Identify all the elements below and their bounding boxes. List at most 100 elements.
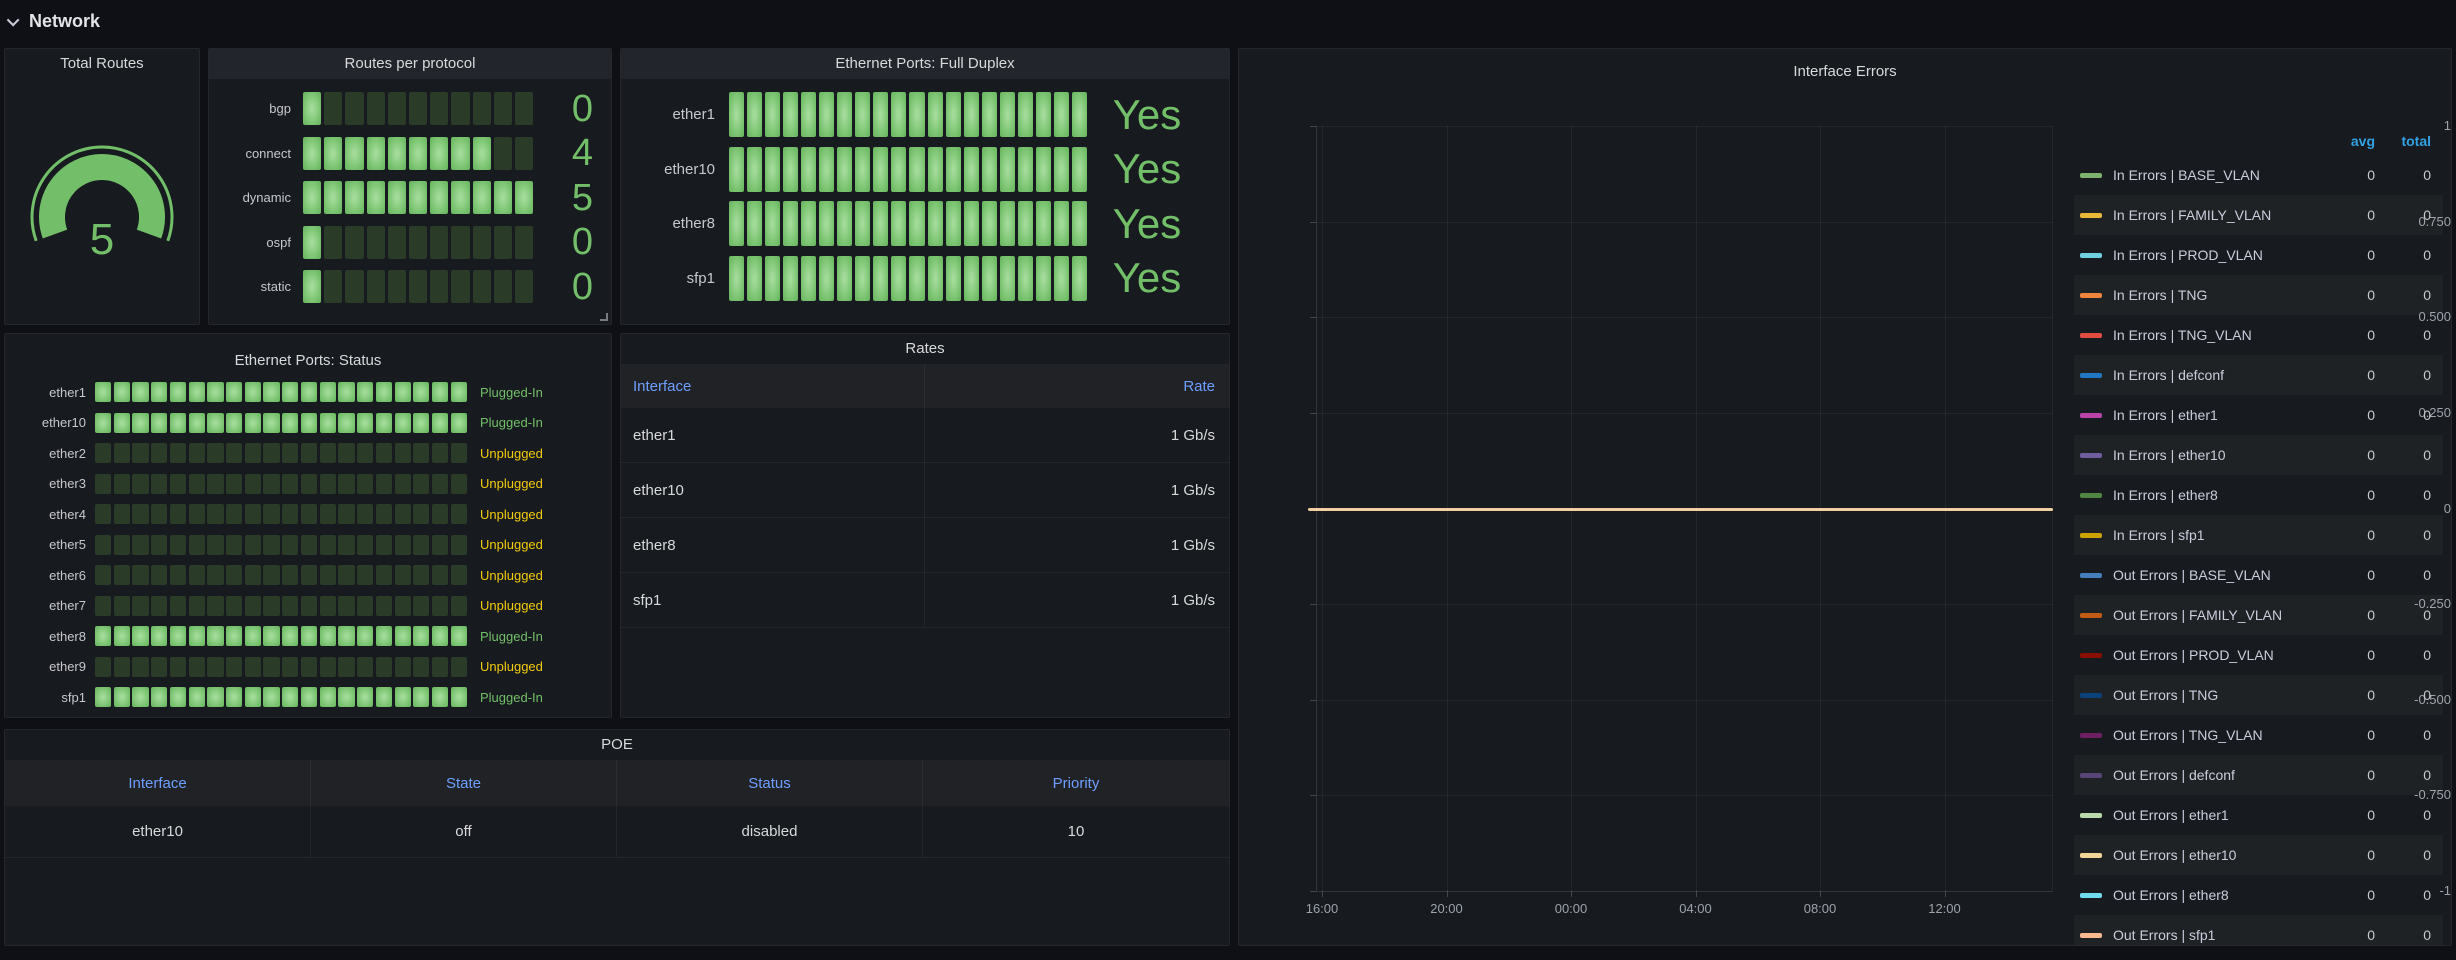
legend-sort-avg[interactable]: avg <box>2350 133 2375 149</box>
lcd-cell <box>394 626 411 646</box>
lcd-bar-gauge <box>729 92 1087 138</box>
cell-rate: 1 Gb/s <box>1170 591 1215 609</box>
row-header-network[interactable]: Network <box>6 6 100 36</box>
lcd-cell <box>413 565 430 585</box>
lcd-cell <box>188 656 205 677</box>
lcd-bar-gauge <box>95 656 467 677</box>
lcd-cell <box>394 534 411 555</box>
lcd-cell <box>300 565 318 585</box>
panel-title-total-routes[interactable]: Total Routes <box>60 55 144 72</box>
legend-avg-value: 0 <box>2367 807 2375 823</box>
legend-series-label[interactable]: In Errors | PROD_VLAN <box>2113 247 2263 263</box>
column-header-interface[interactable]: Interface <box>621 364 925 408</box>
lcd-cell <box>366 136 385 170</box>
panel-title-port-status[interactable]: Ethernet Ports: Status <box>234 352 382 369</box>
lcd-cell <box>132 687 149 707</box>
legend-series-label[interactable]: Out Errors | ether1 <box>2113 807 2229 823</box>
legend-series-label[interactable]: Out Errors | TNG <box>2113 687 2219 703</box>
panel-title-interface-errors[interactable]: Interface Errors <box>1793 63 1897 80</box>
lcd-cell <box>837 201 853 247</box>
lcd-cell <box>169 534 187 555</box>
lcd-cell <box>375 412 392 433</box>
lcd-cell <box>132 412 149 433</box>
legend-series-label[interactable]: In Errors | ether1 <box>2113 407 2218 423</box>
lcd-bar-gauge <box>729 201 1087 247</box>
legend-total-value: 0 <box>2423 647 2431 663</box>
lcd-cell <box>95 656 112 677</box>
lcd-cell <box>387 136 406 170</box>
lcd-cell <box>132 504 149 524</box>
panel-title-routes-per-protocol[interactable]: Routes per protocol <box>209 49 611 79</box>
port-status-text: Plugged-In <box>480 384 543 400</box>
legend-series-label[interactable]: Out Errors | FAMILY_VLAN <box>2113 607 2283 623</box>
lcd-cell <box>151 565 168 585</box>
lcd-cell <box>450 534 467 555</box>
column-header-state[interactable]: State <box>311 760 617 806</box>
lcd-cell <box>113 534 130 555</box>
panel-routes-per-protocol: Routes per protocol bgp 0 connect 4 dynamic 5… <box>208 48 612 325</box>
legend-row: Out Errors | ether1 0 0 <box>2074 795 2443 835</box>
column-header-rate[interactable]: Rate <box>1183 377 1215 395</box>
panel-resize-handle[interactable] <box>600 313 608 321</box>
legend-total-value: 0 <box>2423 527 2431 543</box>
legend-sort-total[interactable]: total <box>2401 133 2431 149</box>
legend-total-value: 0 <box>2423 887 2431 903</box>
legend-series-label[interactable]: Out Errors | PROD_VLAN <box>2113 647 2274 663</box>
chart-zero-value-line <box>1308 507 2053 511</box>
lcd-cell <box>282 473 299 494</box>
x-axis-tick-mark <box>1695 891 1697 897</box>
lcd-row-ether10: ether10 Yes <box>637 146 1207 192</box>
legend-series-label[interactable]: Out Errors | TNG_VLAN <box>2113 727 2263 743</box>
cell-rate: 1 Gb/s <box>1170 426 1215 444</box>
legend-series-label[interactable]: In Errors | ether8 <box>2113 487 2218 503</box>
lcd-cell <box>226 412 243 433</box>
legend-series-label[interactable]: In Errors | TNG <box>2113 287 2208 303</box>
y-axis-tick-label: -1 <box>2439 883 2451 898</box>
lcd-cell <box>169 504 187 524</box>
lcd-cell <box>891 201 907 247</box>
legend-series-label[interactable]: In Errors | BASE_VLAN <box>2113 167 2260 183</box>
legend-series-label[interactable]: Out Errors | BASE_VLAN <box>2113 567 2271 583</box>
lcd-cell <box>357 412 374 433</box>
lcd-cell <box>319 412 336 433</box>
lcd-cell <box>765 255 781 301</box>
lcd-cell <box>819 92 835 138</box>
legend-series-label[interactable]: Out Errors | ether10 <box>2113 847 2237 863</box>
legend-series-label[interactable]: In Errors | FAMILY_VLAN <box>2113 207 2272 223</box>
lcd-row-ether8: ether8 Plugged-In <box>15 626 595 646</box>
column-header-priority[interactable]: Priority <box>1052 774 1100 792</box>
lcd-cell <box>729 92 745 138</box>
legend-series-label[interactable]: In Errors | sfp1 <box>2113 527 2205 543</box>
legend-series-label[interactable]: Out Errors | sfp1 <box>2113 927 2216 943</box>
lcd-value: Yes <box>1112 90 1182 138</box>
legend-avg-value: 0 <box>2367 247 2375 263</box>
legend-series-label[interactable]: Out Errors | defconf <box>2113 767 2235 783</box>
panel-title-full-duplex[interactable]: Ethernet Ports: Full Duplex <box>621 49 1229 79</box>
gauge-value: 5 <box>89 214 115 264</box>
lcd-cell <box>303 270 322 303</box>
legend-series-label[interactable]: Out Errors | ether8 <box>2113 887 2229 903</box>
legend-total-value: 0 <box>2423 287 2431 303</box>
legend-avg-value: 0 <box>2367 167 2375 183</box>
legend-series-label[interactable]: In Errors | ether10 <box>2113 447 2226 463</box>
lcd-cell <box>169 626 187 646</box>
lcd-cell <box>873 201 889 247</box>
legend-row: In Errors | PROD_VLAN 0 0 <box>2074 235 2443 275</box>
lcd-cell <box>319 382 336 402</box>
legend-series-label[interactable]: In Errors | TNG_VLAN <box>2113 327 2252 343</box>
legend-series-color-icon <box>2080 372 2102 378</box>
column-header-interface[interactable]: Interface <box>5 760 311 806</box>
column-header-status[interactable]: Status <box>617 760 923 806</box>
lcd-row-sfp1: sfp1 Yes <box>637 255 1207 301</box>
legend-series-label[interactable]: In Errors | defconf <box>2113 367 2225 383</box>
y-axis-tick-mark <box>1310 795 1316 797</box>
panel-total-routes: Total Routes 5 <box>4 48 200 325</box>
lcd-cell <box>963 255 979 301</box>
panel-title-rates[interactable]: Rates <box>905 340 945 357</box>
panel-title-poe[interactable]: POE <box>601 736 633 753</box>
port-status-text: Unplugged <box>480 476 543 491</box>
lcd-cell <box>338 656 355 677</box>
full-duplex-bars: ether1 Yes ether10 Yes ether8 Yes sfp1 Yes <box>637 83 1207 310</box>
lcd-cell <box>981 201 997 247</box>
